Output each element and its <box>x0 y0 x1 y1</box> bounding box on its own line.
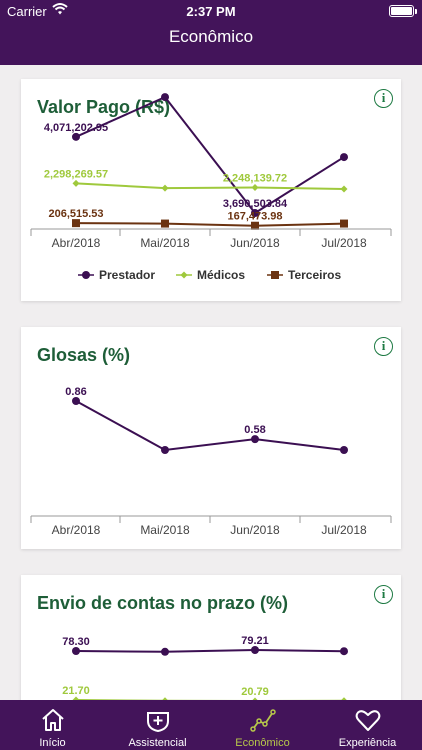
data-label: 78.30 <box>62 636 90 648</box>
data-label: 2,248,139.72 <box>223 172 287 184</box>
card-title: Glosas (%) <box>37 345 131 365</box>
data-label: 4,071,202.95 <box>44 122 108 134</box>
series-line <box>75 95 345 215</box>
medical-kit-icon <box>145 707 171 733</box>
data-point <box>72 132 80 141</box>
data-point <box>340 446 348 454</box>
data-label: 0.58 <box>244 424 265 436</box>
heart-icon <box>355 707 381 733</box>
glosas-chart: 0.86 0.58 Abr/2018 Mai/2018 Jun/2018 Jul/2018 <box>30 386 392 537</box>
data-point <box>72 397 80 405</box>
data-label: 20.79 <box>241 686 269 698</box>
data-point <box>161 219 169 228</box>
data-point <box>251 435 259 444</box>
x-tick-label: Abr/2018 <box>52 523 101 537</box>
card-title: Valor Pago (R$) <box>37 97 171 117</box>
line-chart-icon <box>249 707 276 733</box>
valor-pago-card: Valor Pago (R$) i 4,071,202.95 3,690,503.… <box>21 79 401 301</box>
tab-experiencia[interactable]: Experiência <box>315 700 420 750</box>
info-icon[interactable]: i <box>374 585 393 604</box>
data-point <box>161 184 169 192</box>
tab-assistencial[interactable]: Assistencial <box>105 700 210 750</box>
series-line <box>75 648 345 653</box>
tab-economico[interactable]: Econômico <box>210 700 315 750</box>
data-label: 2,298,269.57 <box>44 168 108 180</box>
status-bar: Carrier 2:37 PM <box>0 0 422 22</box>
data-point <box>161 446 169 454</box>
data-label: 21.70 <box>62 685 90 697</box>
tab-label: Início <box>39 737 66 749</box>
x-tick-label: Mai/2018 <box>140 236 190 250</box>
legend-marker <box>82 271 90 279</box>
x-tick-label: Mai/2018 <box>140 523 190 537</box>
data-point <box>72 179 80 187</box>
data-point <box>251 208 259 217</box>
x-tick-label: Jun/2018 <box>230 236 280 250</box>
data-label: 79.21 <box>241 635 269 647</box>
info-icon[interactable]: i <box>374 89 393 108</box>
data-point <box>340 185 348 193</box>
data-point <box>251 645 259 654</box>
status-time: 2:37 PM <box>186 4 236 19</box>
tab-inicio[interactable]: Início <box>0 700 105 750</box>
wifi-icon <box>52 2 68 19</box>
tab-label: Assistencial <box>128 737 187 749</box>
data-label: 0.86 <box>65 386 86 398</box>
carrier-label: Carrier <box>7 4 47 19</box>
data-label: 167,473.98 <box>227 211 282 223</box>
valor-pago-chart: 4,071,202.95 3,690,503.84 2,298,269.57 2,24… <box>30 93 392 282</box>
data-point <box>340 647 348 656</box>
top-bar: Carrier 2:37 PM Econômico <box>0 0 422 65</box>
data-point <box>340 153 348 162</box>
tab-label: Experiência <box>338 737 397 749</box>
legend-label: Prestador <box>99 268 155 282</box>
page-title: Econômico <box>168 27 254 46</box>
card-title: Envio de contas no prazo (%) <box>37 593 289 613</box>
battery-icon <box>389 5 417 17</box>
legend-marker <box>271 271 279 279</box>
data-point <box>72 219 80 228</box>
legend-label: Médicos <box>197 268 245 282</box>
home-icon <box>40 707 66 733</box>
data-label: 3,690,503.84 <box>223 198 288 210</box>
x-tick-label: Jul/2018 <box>321 236 367 250</box>
series-line <box>75 182 345 191</box>
info-icon[interactable]: i <box>374 337 393 356</box>
data-point <box>251 183 259 191</box>
data-point <box>161 647 169 656</box>
x-tick-label: Jul/2018 <box>321 523 367 537</box>
glosas-card: Glosas (%) i 0.86 0.58 Abr/2018 Mai/2018 Jun… <box>21 327 401 549</box>
data-point <box>161 93 169 102</box>
x-tick-label: Abr/2018 <box>52 236 101 250</box>
series-line <box>75 222 345 227</box>
tab-bar: Início Assistencial Econômico Experiênci… <box>0 700 422 750</box>
tab-label: Econômico <box>235 737 290 749</box>
legend-label: Terceiros <box>288 268 341 282</box>
data-point <box>251 221 259 230</box>
x-tick-label: Jun/2018 <box>230 523 280 537</box>
series-line <box>75 400 345 452</box>
data-point <box>340 219 348 228</box>
data-point <box>72 647 80 655</box>
legend-marker <box>180 271 188 279</box>
data-label: 206,515.53 <box>48 208 103 220</box>
